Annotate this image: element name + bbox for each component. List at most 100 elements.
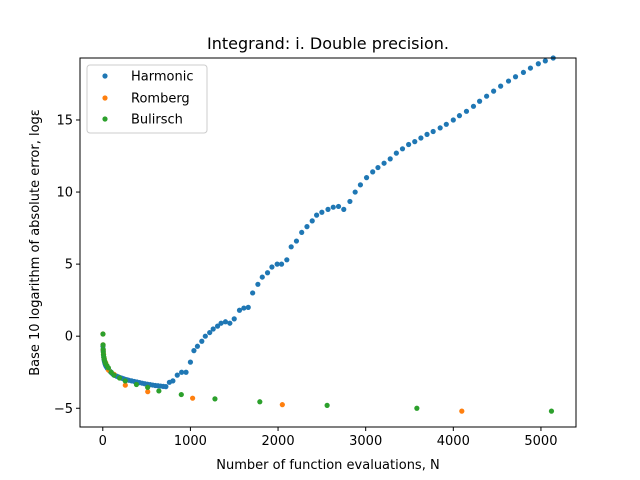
data-point-harmonic — [430, 128, 436, 135]
data-point-harmonic — [309, 218, 315, 224]
data-point-bulirsch — [105, 365, 111, 371]
data-point-harmonic — [347, 198, 353, 205]
data-point-bulirsch — [111, 372, 117, 378]
data-point-harmonic — [505, 78, 512, 84]
data-point-harmonic — [418, 135, 424, 141]
data-point-harmonic — [202, 333, 208, 339]
data-point-bulirsch — [212, 396, 218, 402]
legend-label-bulirsch: Bulirsch — [131, 113, 183, 128]
x-axis: 0 1000 2000 3000 4000 5000 — [99, 427, 557, 449]
data-point-harmonic — [330, 204, 336, 210]
data-point-harmonic — [304, 224, 310, 230]
x-tick-label: 1000 — [174, 434, 207, 449]
data-point-harmonic — [456, 113, 463, 119]
data-point-romberg — [459, 408, 465, 414]
legend: Harmonic Romberg Bulirsch — [86, 64, 208, 134]
data-point-harmonic — [284, 257, 290, 263]
data-point-harmonic — [210, 326, 216, 332]
data-point-harmonic — [412, 139, 418, 145]
data-point-harmonic — [250, 290, 256, 296]
data-point-harmonic — [207, 329, 213, 336]
data-point-harmonic — [325, 206, 331, 212]
chart-title: Integrand: i. Double precision. — [207, 34, 449, 53]
data-point-bulirsch — [156, 388, 162, 394]
data-point-harmonic — [470, 103, 477, 109]
data-point-harmonic — [484, 93, 490, 99]
data-point-harmonic — [341, 206, 347, 212]
data-point-harmonic — [542, 58, 548, 64]
data-point-harmonic — [288, 244, 294, 250]
x-tick-label: 2000 — [262, 434, 295, 449]
data-point-harmonic — [245, 304, 251, 310]
data-point-harmonic — [393, 150, 399, 156]
data-point-harmonic — [520, 69, 527, 76]
data-point-harmonic — [293, 238, 300, 244]
data-point-harmonic — [335, 203, 342, 210]
data-point-romberg — [145, 389, 151, 395]
legend-marker-romberg — [102, 95, 108, 101]
y-tick-label: 5 — [65, 258, 73, 273]
data-point-harmonic — [370, 169, 376, 175]
data-point-harmonic — [163, 384, 169, 390]
data-point-harmonic — [491, 88, 497, 94]
data-point-romberg — [122, 382, 128, 388]
data-point-harmonic — [269, 264, 275, 270]
x-tick-label: 0 — [99, 434, 107, 449]
series-bulirsch — [100, 331, 555, 414]
data-point-bulirsch — [117, 375, 123, 381]
data-point-harmonic — [498, 83, 504, 89]
data-point-harmonic — [406, 141, 412, 148]
data-point-harmonic — [259, 274, 265, 280]
data-point-harmonic — [227, 320, 233, 326]
data-point-harmonic — [241, 305, 247, 311]
data-point-bulirsch — [100, 342, 106, 348]
data-point-harmonic — [191, 348, 197, 354]
data-point-harmonic — [299, 229, 305, 236]
data-point-harmonic — [231, 316, 237, 322]
legend-marker-harmonic — [102, 73, 108, 79]
y-axis: −5 0 5 10 15 — [54, 113, 80, 417]
data-point-harmonic — [179, 369, 185, 375]
y-tick-label: 10 — [56, 186, 73, 201]
data-point-harmonic — [278, 261, 285, 267]
data-point-bulirsch — [100, 331, 106, 337]
data-point-harmonic — [194, 343, 201, 349]
y-tick-label: −5 — [54, 402, 73, 417]
x-tick-label: 3000 — [349, 434, 382, 449]
data-point-bulirsch — [178, 391, 184, 398]
data-point-harmonic — [264, 270, 271, 276]
y-axis-label: Base 10 logarithm of absolute error, log… — [28, 109, 43, 376]
data-point-harmonic — [424, 131, 430, 137]
legend-box — [86, 64, 208, 134]
data-point-harmonic — [319, 209, 325, 215]
data-point-harmonic — [183, 369, 189, 375]
data-point-harmonic — [535, 61, 541, 67]
data-point-harmonic — [218, 320, 224, 326]
x-tick-label: 4000 — [437, 434, 470, 449]
data-point-romberg — [279, 402, 285, 408]
plot-layer — [100, 55, 556, 414]
plot-frame — [79, 57, 577, 428]
data-point-bulirsch — [324, 402, 330, 408]
data-point-harmonic — [381, 160, 387, 166]
data-point-harmonic — [214, 323, 221, 329]
data-point-harmonic — [236, 307, 243, 313]
legend-label-harmonic: Harmonic — [131, 70, 193, 85]
data-point-harmonic — [199, 338, 205, 344]
data-point-harmonic — [477, 98, 483, 104]
data-point-harmonic — [222, 319, 229, 325]
data-point-harmonic — [527, 65, 534, 71]
data-point-harmonic — [387, 156, 393, 162]
data-point-harmonic — [174, 372, 180, 378]
data-point-harmonic — [314, 212, 320, 218]
legend-marker-bulirsch — [102, 116, 108, 122]
data-point-bulirsch — [414, 405, 420, 411]
data-point-harmonic — [437, 125, 443, 131]
data-point-bulirsch — [122, 378, 128, 384]
data-point-harmonic — [274, 261, 280, 267]
data-point-harmonic — [443, 121, 449, 127]
data-point-harmonic — [512, 74, 519, 80]
data-point-bulirsch — [145, 384, 151, 390]
data-point-bulirsch — [257, 399, 263, 405]
